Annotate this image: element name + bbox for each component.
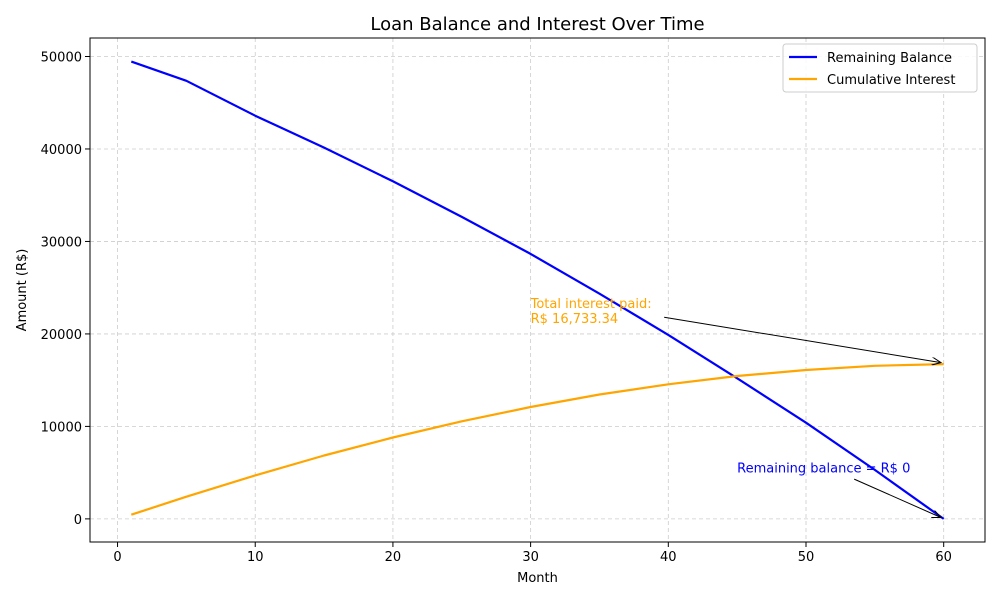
- annotation-text-line: Remaining balance = R$ 0: [737, 462, 910, 477]
- y-axis-label: Amount (R$): [15, 249, 30, 332]
- series-group: [130, 60, 945, 520]
- y-tick-label: 0: [74, 513, 82, 528]
- annotation-1: Total interest paid:R$ 16,733.34: [530, 297, 941, 363]
- legend-label: Remaining Balance: [827, 51, 952, 66]
- x-tick-label: 10: [247, 550, 264, 565]
- x-tick-label: 60: [935, 550, 952, 565]
- annotations: Total interest paid:R$ 16,733.34 Remainin…: [530, 297, 941, 517]
- legend: Remaining Balance Cumulative Interest: [782, 43, 978, 93]
- y-tick-label: 50000: [41, 50, 82, 65]
- x-tick-label: 20: [385, 550, 402, 565]
- series-line-remaining-balance: [130, 60, 945, 520]
- x-tick-label: 50: [798, 550, 815, 565]
- x-tick-label: 30: [522, 550, 539, 565]
- legend-box: [782, 43, 978, 93]
- y-tick-label: 20000: [41, 328, 82, 343]
- y-tick-label: 10000: [41, 420, 82, 435]
- annotation-2: Remaining balance = R$ 0: [737, 462, 941, 518]
- annotation-arrow: [853, 478, 941, 517]
- annotation-text-line: Total interest paid:: [530, 297, 652, 312]
- plot-frame: [89, 37, 986, 543]
- annotation-arrow: [664, 316, 941, 362]
- chart-title: Loan Balance and Interest Over Time: [370, 14, 704, 35]
- x-tick-label: 40: [660, 550, 677, 565]
- series-line-cumulative-interest: [130, 363, 944, 516]
- axis-ticks: 0 10 20 30 40 50 60 0 10000 20000 30000 40000 50000: [41, 50, 952, 565]
- y-tick-label: 40000: [41, 143, 82, 158]
- y-tick-label: 30000: [41, 235, 82, 250]
- x-axis-label: Month: [517, 571, 558, 586]
- x-tick-label: 0: [113, 550, 121, 565]
- annotation-text-line: R$ 16,733.34: [531, 312, 619, 327]
- legend-label: Cumulative Interest: [827, 73, 955, 88]
